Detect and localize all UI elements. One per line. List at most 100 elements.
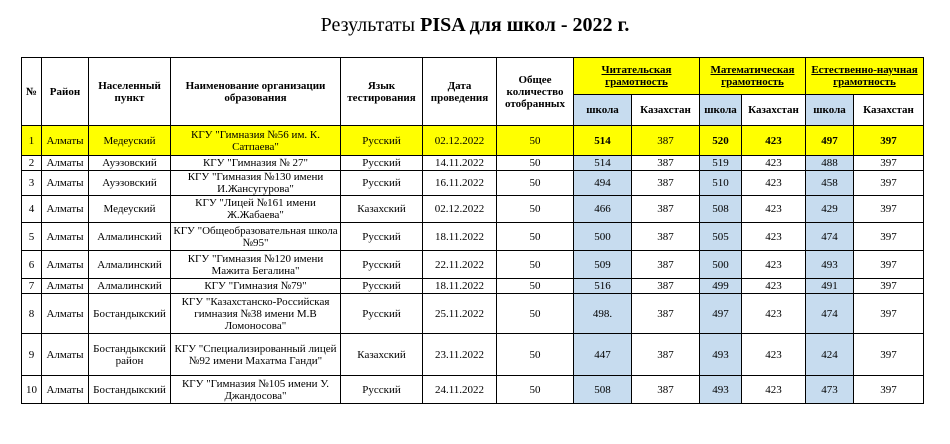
science-kz-header: Казахстан [853,94,924,126]
row-science-school: 424 [805,333,854,376]
table-row: 10 Алматы Бостандыкский КГУ "Гимназия №105 … [21,375,924,404]
table-row: 6 Алматы Алмалинский КГУ "Гимназия №120 име… [21,250,924,279]
row-science-school: 474 [805,293,854,334]
row-district: Ауэзовский [88,155,171,171]
row-lang: Русский [340,375,423,404]
row-math-kz: 423 [741,375,806,404]
row-math-school: 500 [699,250,742,279]
row-number: 6 [21,250,42,279]
row-city: Алматы [41,125,89,156]
row-science-kz: 397 [853,155,924,171]
reading-school-header: школа [573,94,632,126]
row-district: Алмалинский [88,278,171,294]
col-lang-header: Язык тестирования [340,57,423,126]
row-total: 50 [496,222,574,251]
row-total: 50 [496,333,574,376]
row-total: 50 [496,375,574,404]
row-date: 24.11.2022 [422,375,497,404]
row-number: 4 [21,195,42,223]
row-math-kz: 423 [741,170,806,196]
table-row: 3 Алматы Ауэзовский КГУ "Гимназия №130 имен… [21,170,924,196]
row-reading-school: 466 [573,195,632,223]
row-district: Алмалинский [88,250,171,279]
row-science-kz: 397 [853,333,924,376]
row-science-kz: 397 [853,293,924,334]
row-math-school: 493 [699,375,742,404]
col-locality-header: Населенный пункт [88,57,171,126]
table-row: 7 Алматы Алмалинский КГУ "Гимназия №79" Русс… [21,278,924,294]
row-number: 9 [21,333,42,376]
title-prefix: Результаты [320,14,421,36]
science-header: Естественно-научная грамотность [805,57,924,95]
row-reading-kz: 387 [631,333,700,376]
row-math-school: 510 [699,170,742,196]
math-school-header: школа [699,94,742,126]
row-science-kz: 397 [853,278,924,294]
row-math-kz: 423 [741,293,806,334]
row-reading-school: 494 [573,170,632,196]
row-org: КГУ "Гимназия № 27" [170,155,341,171]
row-math-school: 508 [699,195,742,223]
row-reading-kz: 387 [631,170,700,196]
row-date: 16.11.2022 [422,170,497,196]
row-number: 8 [21,293,42,334]
row-date: 18.11.2022 [422,278,497,294]
row-city: Алматы [41,250,89,279]
row-total: 50 [496,195,574,223]
row-district: Медеуский [88,195,171,223]
row-district: Бостандыкский [88,293,171,334]
row-number: 2 [21,155,42,171]
row-math-kz: 423 [741,278,806,294]
row-science-school: 488 [805,155,854,171]
row-total: 50 [496,170,574,196]
row-number: 7 [21,278,42,294]
reading-kz-header: Казахстан [631,94,700,126]
row-math-kz: 423 [741,250,806,279]
row-reading-school: 447 [573,333,632,376]
row-org: КГУ "Гимназия №79" [170,278,341,294]
math-header: Математическая грамотность [699,57,806,95]
row-math-school: 497 [699,293,742,334]
row-lang: Русский [340,155,423,171]
row-city: Алматы [41,278,89,294]
row-lang: Казахский [340,333,423,376]
row-district: Ауэзовский [88,170,171,196]
table-row: 5 Алматы Алмалинский КГУ "Общеобразовательн… [21,222,924,251]
row-reading-kz: 387 [631,250,700,279]
row-science-school: 493 [805,250,854,279]
row-org: КГУ "Гимназия №56 им. К. Сатпаева" [170,125,341,156]
row-science-school: 458 [805,170,854,196]
row-org: КГУ "Гимназия №130 имени И.Жансугурова" [170,170,341,196]
row-reading-kz: 387 [631,278,700,294]
row-math-school: 519 [699,155,742,171]
row-org: КГУ "Казахстанско-Российская гимназия №3… [170,293,341,334]
row-math-school: 493 [699,333,742,376]
row-date: 18.11.2022 [422,222,497,251]
row-total: 50 [496,293,574,334]
row-reading-kz: 387 [631,155,700,171]
row-lang: Русский [340,125,423,156]
row-reading-kz: 387 [631,375,700,404]
row-number: 5 [21,222,42,251]
row-number: 10 [21,375,42,404]
row-city: Алматы [41,333,89,376]
row-city: Алматы [41,293,89,334]
row-reading-school: 514 [573,155,632,171]
row-city: Алматы [41,195,89,223]
col-org-header: Наименование организации образования [170,57,341,126]
col-total-header: Общее количество отобранных [496,57,574,126]
row-math-kz: 423 [741,155,806,171]
row-org: КГУ "Общеобразовательная школа №95" [170,222,341,251]
row-science-kz: 397 [853,250,924,279]
row-lang: Русский [340,278,423,294]
results-table: № Район Населенный пункт Наименование ор… [21,57,924,404]
row-total: 50 [496,278,574,294]
row-city: Алматы [41,155,89,171]
row-number: 3 [21,170,42,196]
table-row: 8 Алматы Бостандыкский КГУ "Казахстанско-Ро… [21,293,924,334]
row-science-school: 474 [805,222,854,251]
science-school-header: школа [805,94,854,126]
row-math-school: 505 [699,222,742,251]
row-science-kz: 397 [853,375,924,404]
row-org: КГУ "Специализированный лицей №92 имени … [170,333,341,376]
